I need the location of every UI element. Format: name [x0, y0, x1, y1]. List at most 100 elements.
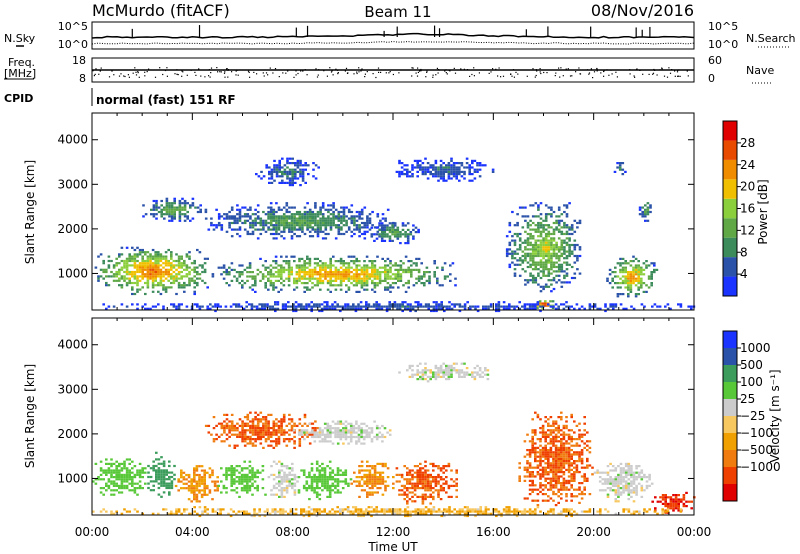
cell-region-3 [340, 215, 343, 218]
cell-region-1 [397, 275, 400, 278]
cell-region-2 [165, 199, 169, 203]
cell-region-12 [305, 307, 308, 310]
cell-region-1 [339, 262, 343, 265]
nave-dot [543, 71, 545, 74]
cell-region-7 [537, 254, 540, 258]
cell-region-7 [524, 252, 527, 255]
cell-region-5 [321, 469, 324, 472]
power-ytick-label: 3000 [57, 177, 88, 191]
cell-region-1 [345, 273, 348, 276]
cell-region-9 [388, 429, 392, 432]
cell-region-12 [255, 305, 259, 308]
cell-region-8 [269, 435, 273, 438]
cell-region-7 [408, 482, 412, 485]
cell-region-3 [236, 217, 239, 220]
cell-region-0 [138, 248, 142, 252]
cell-region-0 [180, 262, 183, 265]
cell-region-1 [308, 264, 312, 267]
cell-region-0 [154, 255, 157, 258]
cell-region-0 [185, 255, 189, 258]
cell-region-10 [445, 369, 448, 372]
cell-region-8 [207, 424, 211, 427]
cell-region-0 [146, 275, 150, 278]
cell-region-1 [355, 277, 358, 280]
cell-region-1 [386, 275, 390, 278]
cell-region-5 [334, 487, 337, 490]
cell-region-12 [333, 307, 337, 310]
cell-region-6 [442, 166, 445, 169]
cell-region-3 [230, 208, 234, 211]
cell-region-6 [439, 164, 443, 167]
cell-region-3 [243, 213, 247, 216]
cell-region-3 [295, 224, 299, 227]
cell-region-1 [384, 260, 387, 263]
cell-region-8 [251, 429, 255, 432]
cell-region-7 [531, 274, 535, 277]
cell-region-9 [637, 293, 640, 296]
cell-region-3 [222, 473, 226, 476]
cell-region-7 [565, 261, 569, 264]
cell-region-1 [384, 273, 387, 276]
cell-region-9 [334, 435, 337, 439]
cell-region-5 [313, 478, 316, 481]
cell-region-3 [288, 224, 291, 227]
cell-region-1 [248, 286, 252, 289]
cell-region-3 [285, 217, 289, 220]
cell-region-10 [439, 371, 443, 374]
cell-region-5 [378, 235, 381, 238]
cell-region-6 [373, 484, 377, 487]
cell-region-8 [298, 438, 302, 441]
nave-dot [642, 73, 644, 75]
cell-region-3 [366, 215, 369, 218]
cell-region-12 [125, 305, 129, 308]
cell-region-10 [434, 371, 438, 374]
cell-region-3 [303, 206, 307, 209]
cell-region-6 [419, 168, 422, 171]
cell-region-0 [146, 268, 150, 271]
cell-region-2 [165, 210, 169, 214]
cell-region-7 [421, 487, 425, 490]
cell-region-4 [272, 473, 276, 476]
cell-region-3 [282, 213, 286, 216]
cell-region-0 [115, 476, 118, 479]
cell-region-8 [311, 427, 315, 430]
cell-region-3 [230, 228, 234, 231]
cell-region-0 [162, 279, 165, 282]
cell-region-9 [362, 438, 366, 441]
cell-region-3 [280, 219, 283, 222]
cell-region-7 [552, 230, 556, 233]
cell-region-1 [347, 286, 351, 289]
cell-region-12 [313, 305, 316, 308]
cell-region-7 [570, 265, 574, 269]
cell-region-3 [275, 202, 278, 205]
cell-region-0 [125, 476, 129, 479]
cell-region-7 [531, 246, 535, 249]
cell-region-6 [465, 162, 469, 165]
cell-region-9 [370, 427, 374, 430]
cell-region-1 [355, 268, 358, 271]
cell-region-7 [513, 268, 517, 271]
cell-region-7 [400, 489, 404, 492]
cell-region-6 [398, 173, 401, 176]
cell-region-0 [107, 284, 111, 287]
cell-region-0 [107, 255, 111, 258]
cell-region-3 [319, 210, 322, 214]
cell-region-4 [275, 170, 279, 173]
cell-region-1 [339, 257, 343, 260]
cell-region-2 [199, 208, 202, 211]
cell-region-7 [403, 484, 406, 487]
cell-region-1 [407, 286, 410, 289]
cell-region-8 [238, 435, 242, 438]
cell-region-0 [133, 266, 137, 269]
cell-region-0 [172, 281, 176, 285]
cell-region-0 [149, 264, 152, 267]
cell-region-3 [293, 206, 296, 209]
cell-region-0 [107, 467, 111, 470]
cell-region-0 [136, 259, 139, 263]
nave-dot [492, 68, 494, 70]
cell-region-5 [326, 487, 329, 490]
cell-region-6 [411, 168, 414, 171]
cell-region-7 [531, 215, 535, 218]
cell-region-0 [193, 268, 196, 271]
cell-region-3 [251, 473, 254, 476]
